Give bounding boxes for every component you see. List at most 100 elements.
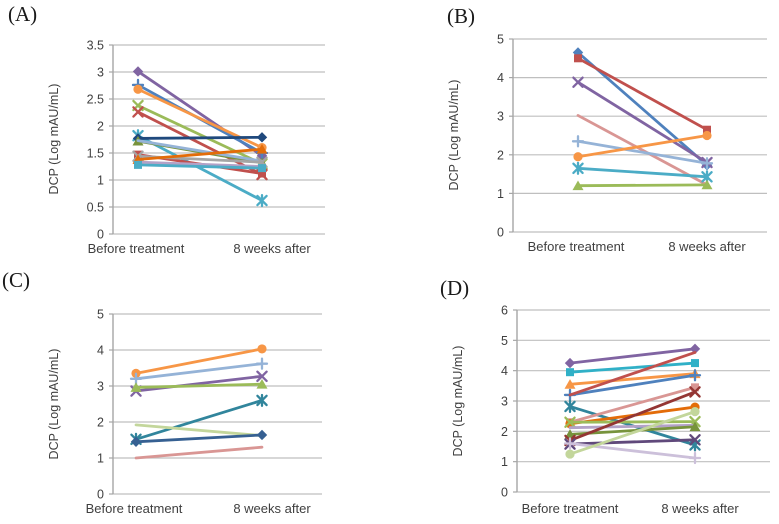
plot-area-a: 0 0.5 1 1.5 2 2.5 3 3.5 [87,39,325,242]
series-line [576,183,709,188]
series-marker-triangle [564,379,576,389]
series-line [576,134,709,159]
series-marker-square [258,164,266,173]
series-marker-x [564,416,576,428]
category-before-c: Before treatment [86,501,183,516]
tick-label: 3 [497,110,504,124]
series-marker-circle [257,344,267,354]
tick-label: 1 [97,174,104,188]
series-marker-triangle [256,144,268,154]
tick-label: 1 [97,452,104,466]
series-marker-square [134,160,142,169]
panel-label-c: (C) [2,268,30,292]
series-line [136,104,264,166]
series-line [134,374,264,393]
category-after-b: 8 weeks after [668,239,746,254]
series-line [568,420,697,424]
tick-label: 2.5 [87,93,104,107]
tick-label: 2 [497,148,504,162]
series-line [136,163,264,170]
series-line [134,362,264,381]
category-after-d: 8 weeks after [661,501,739,516]
series-line [568,373,697,397]
series-marker-diamond [130,436,142,447]
series-marker-star [572,161,584,175]
panel-label-b: (B) [447,4,475,28]
series-marker-circle [702,130,712,141]
tick-label: 4 [97,344,104,358]
panel-label-d: (D) [440,276,469,300]
series-marker-circle [573,152,583,162]
series-marker-circle [133,84,143,94]
series-line [134,347,264,375]
tick-label: 0 [97,228,104,242]
series-line [576,56,709,132]
series-line [568,410,697,456]
series-line [568,390,697,442]
series-marker-triangle [130,382,142,392]
series-marker-triangle [689,421,701,432]
panel-a: (A) DCP (Log mAU/mL) 0 0.5 1 1.5 2 2.5 3 3.5 Be… [8,2,325,256]
series-marker-diamond [256,132,268,143]
series-line [568,442,697,460]
series-marker-triangle [256,379,268,389]
tick-label: 2 [97,120,104,134]
series-marker-square [258,169,266,178]
series-line [134,423,264,438]
plot-area-c: 0 1 2 3 4 5 [97,308,322,502]
series-marker-diamond [564,357,576,369]
series-marker-diamond [256,429,268,441]
tick-label: 5 [97,308,104,322]
series-line [576,114,709,187]
series-marker-circle [565,449,575,459]
category-before-b: Before treatment [528,239,625,254]
panel-d: (D) DCP (Log mAU/mL) 0 1 2 3 4 5 6 Before trea… [440,276,770,516]
series-line [136,135,264,140]
y-axis-label-d: DCP (Log mAU/mL) [451,346,465,457]
category-before-d: Before treatment [522,501,619,516]
series-line [136,160,264,168]
series-marker-diamond [689,343,701,355]
category-after-a: 8 weeks after [233,241,311,256]
series-line [576,139,709,165]
y-axis-label-c: DCP (Log mAU/mL) [47,349,61,460]
category-before-a: Before treatment [88,241,185,256]
series-marker-square [574,54,582,63]
series-line [136,110,264,177]
tick-label: 3 [97,380,104,394]
series-marker-triangle [572,180,584,191]
series-line [134,433,264,444]
series-marker-plus [571,135,585,148]
tick-label: 1.5 [87,147,104,161]
series-line [136,139,264,163]
series-marker-plus [688,451,702,465]
tick-label: 2 [501,425,508,439]
panel-b: (B) DCP (Log mAU/mL) 0 1 2 3 4 5 Before treat… [447,4,767,254]
tick-label: 6 [501,304,508,318]
series-marker-circle [690,407,700,417]
tick-label: 0 [97,488,104,502]
series-line [568,438,697,446]
series-marker-x [256,370,268,383]
series-line [134,398,264,441]
series-marker-star [564,399,576,414]
tick-label: 0.5 [87,201,104,215]
tick-label: 0 [497,226,504,240]
series-line [134,445,264,460]
series-line [576,166,709,179]
series-marker-plus [700,157,714,170]
tick-label: 3 [97,66,104,80]
series-marker-x [572,76,584,88]
series-line [568,361,697,374]
series-line [568,372,697,386]
series-line [568,347,697,365]
series-marker-star [256,193,268,208]
series-line [568,351,697,397]
tick-label: 1 [497,187,504,201]
tick-label: 4 [497,71,504,85]
series-marker-x [132,106,144,118]
tick-label: 2 [97,416,104,430]
series-marker-square [691,359,699,368]
category-after-c: 8 weeks after [233,501,311,516]
